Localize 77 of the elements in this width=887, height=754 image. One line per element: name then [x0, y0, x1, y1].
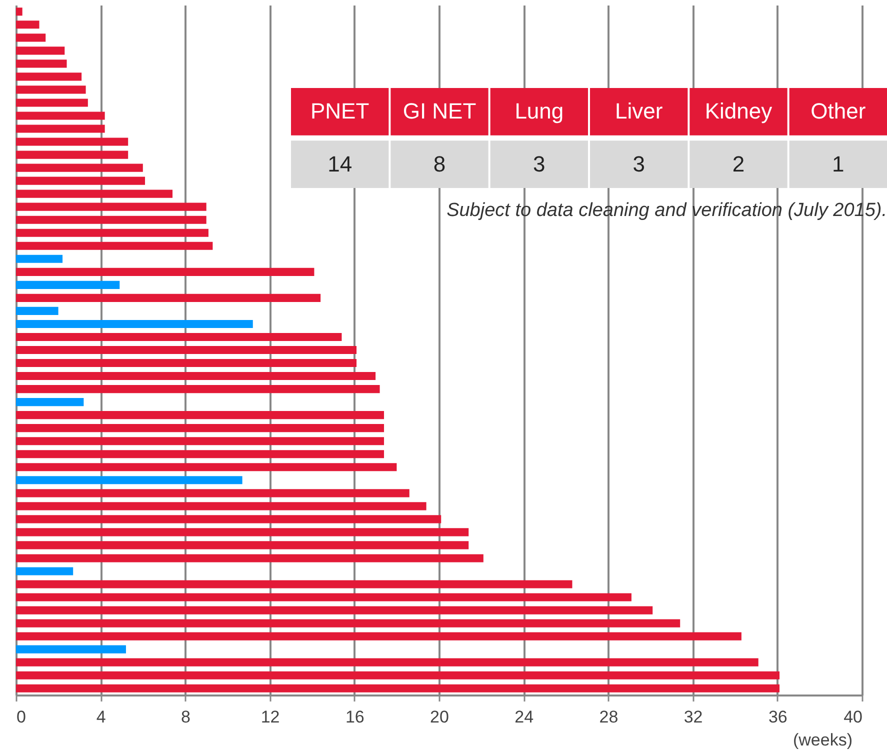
- bar: [16, 411, 384, 420]
- bar: [16, 320, 253, 328]
- bar: [16, 554, 484, 562]
- bar: [16, 632, 742, 640]
- bar: [16, 294, 321, 302]
- bar: [16, 463, 397, 472]
- bar: [16, 280, 120, 289]
- category-label: Lung: [514, 98, 564, 124]
- category-label: PNET: [310, 98, 370, 124]
- bar: [16, 332, 342, 342]
- bar: [16, 20, 40, 29]
- bar: [16, 671, 780, 680]
- x-tick-label: 32: [684, 708, 703, 726]
- bar: [16, 202, 206, 211]
- bar: [16, 372, 376, 380]
- bar: [16, 606, 653, 614]
- data-label: 2: [732, 151, 745, 176]
- bar: [16, 124, 105, 133]
- bar: [16, 567, 74, 576]
- bar: [16, 437, 384, 446]
- bar: [16, 306, 58, 315]
- bar: [16, 268, 314, 276]
- category-label: Other: [810, 98, 866, 124]
- bar: [16, 515, 442, 524]
- bar: [16, 190, 173, 198]
- x-tick-label: 28: [599, 708, 618, 726]
- bar: [16, 580, 572, 588]
- x-tick-label: 16: [345, 708, 364, 726]
- bar: [16, 34, 46, 42]
- bar: [16, 346, 357, 354]
- bar: [16, 619, 680, 628]
- bar: [16, 112, 105, 120]
- bar: [16, 72, 82, 81]
- bar: [16, 502, 426, 510]
- bar: [16, 46, 65, 55]
- bar: [16, 398, 84, 406]
- bar: [16, 489, 410, 498]
- data-label: 8: [433, 151, 446, 176]
- data-label: 3: [632, 151, 645, 176]
- bar: [16, 98, 88, 107]
- bar: [16, 593, 632, 602]
- data-label: 3: [533, 151, 546, 176]
- bar: [16, 684, 780, 692]
- bar: [16, 645, 126, 654]
- bar: [16, 164, 143, 172]
- x-tick-label: 24: [514, 708, 534, 726]
- x-axis-title: (weeks): [792, 730, 852, 750]
- x-tick-label: 40: [844, 708, 862, 726]
- bar: [16, 176, 146, 185]
- bar: [16, 541, 469, 550]
- bar: [16, 138, 128, 146]
- bar: [16, 60, 67, 68]
- x-tick-label: 36: [768, 708, 788, 726]
- x-tick-label: 4: [96, 708, 106, 726]
- category-label: Liver: [614, 98, 663, 124]
- bar: [16, 528, 469, 536]
- bar: [16, 358, 357, 368]
- bar: [16, 385, 380, 394]
- bar: [16, 150, 128, 159]
- bar: [16, 228, 208, 237]
- bar: [16, 216, 206, 224]
- bar: [16, 450, 384, 458]
- category-label: Kidney: [704, 98, 772, 124]
- bar: [16, 424, 384, 432]
- data-label: 14: [328, 151, 352, 176]
- bar: [16, 8, 22, 16]
- bar: [16, 254, 63, 263]
- bar: [16, 86, 86, 94]
- bar: [16, 242, 213, 250]
- x-tick-label: 8: [180, 708, 190, 726]
- x-tick-label: 20: [430, 708, 449, 726]
- bar: [16, 476, 242, 484]
- category-label: GI NET: [402, 98, 476, 124]
- x-tick-label: 12: [260, 708, 280, 726]
- bar: [16, 658, 758, 666]
- data-label: 1: [832, 151, 844, 176]
- x-tick-label: 0: [16, 708, 26, 726]
